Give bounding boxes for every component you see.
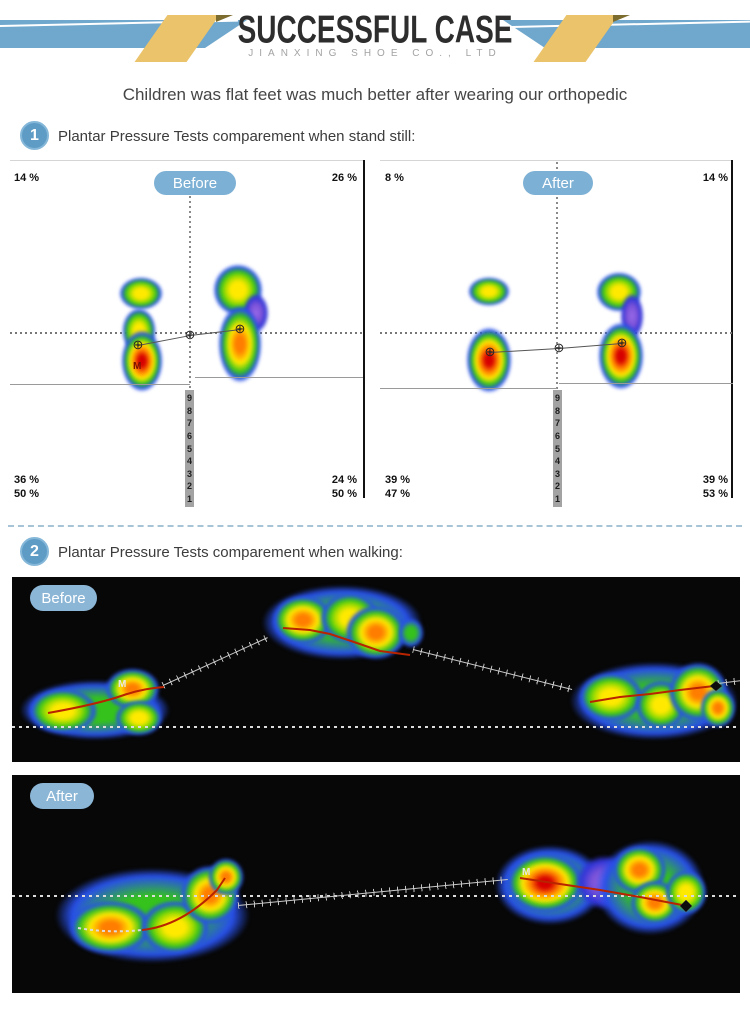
walking-after-baseline	[12, 895, 740, 897]
company-name: JIANXING SHOE CO., LTD	[248, 48, 502, 59]
after-panel-right-border	[731, 160, 733, 498]
after-bottom-left-percent-2: 47 %	[385, 488, 411, 500]
after-bottom-right-percent-2: 53 %	[702, 488, 728, 500]
walking-after-badge: After	[30, 783, 94, 809]
ruler-digit: 7	[186, 418, 192, 429]
ruler-digit: 1	[186, 494, 192, 504]
heat-blob	[598, 322, 644, 390]
ruler-digit: 1	[554, 494, 560, 504]
ruler-digit: 6	[554, 430, 560, 441]
after-heel-line-right	[559, 383, 733, 384]
heat-blob	[578, 672, 644, 722]
section-2-number: 2	[30, 542, 39, 560]
ruler-digit: 4	[554, 456, 560, 467]
before-heel-line-left	[10, 384, 190, 385]
before-bottom-left-percent-2: 50 %	[14, 488, 40, 500]
before-vertical-dotted-line	[189, 196, 191, 506]
crosshair-icon: ⊕	[484, 344, 496, 359]
heat-blob	[345, 605, 407, 660]
before-heel-line-right	[195, 377, 363, 378]
before-bottom-right-percent-1: 24 %	[331, 474, 357, 486]
ruler-digit: 4	[186, 456, 192, 467]
heat-blob	[218, 305, 262, 383]
ruler-digit: 9	[554, 393, 560, 403]
before-badge-label: Before	[172, 174, 218, 192]
before-ruler: 9 8 7 6 5 4 3 2 1	[185, 390, 194, 507]
before-top-left-percent: 14 %	[14, 172, 40, 184]
before-top-right-percent: 26 %	[331, 172, 357, 184]
ruler-digit: 2	[554, 481, 560, 492]
walking-before-marker: M	[118, 679, 127, 690]
ruler-digit: 3	[186, 468, 192, 479]
section-1-number-badge: 1	[20, 121, 49, 150]
ruler-digit: 8	[186, 405, 192, 416]
after-badge: After	[523, 171, 593, 195]
banner-left-fold-icon	[216, 15, 233, 22]
ruler-digit: 6	[186, 430, 192, 441]
after-heel-line-left	[380, 388, 557, 389]
after-top-left-percent: 8 %	[385, 172, 404, 184]
before-badge: Before	[154, 171, 236, 195]
crosshair-icon: ⊕	[616, 335, 628, 350]
walking-after-badge-label: After	[46, 787, 78, 805]
after-badge-label: After	[542, 174, 574, 192]
before-heel-marker: M	[133, 361, 142, 372]
ruler-digit: 5	[186, 443, 192, 454]
section-2-title: Plantar Pressure Tests comparement when …	[58, 544, 403, 561]
ruler-digit: 9	[186, 393, 192, 403]
before-bottom-left-percent-1: 36 %	[14, 474, 40, 486]
heat-blob	[121, 330, 163, 392]
heat-blob	[466, 327, 512, 393]
after-panel-top-line	[380, 160, 733, 161]
heat-blob	[208, 858, 244, 896]
before-panel-right-border	[363, 160, 365, 498]
walking-before-baseline	[12, 726, 740, 728]
after-top-right-percent: 14 %	[702, 172, 728, 184]
after-ruler: 9 8 7 6 5 4 3 2 1	[553, 390, 562, 507]
heat-blob	[700, 688, 736, 728]
after-horizontal-dotted-line	[380, 332, 733, 334]
crosshair-icon: ⊕	[234, 321, 246, 336]
section-1-number: 1	[30, 126, 39, 144]
after-bottom-right-percent-1: 39 %	[702, 474, 728, 486]
heat-blob	[115, 700, 163, 736]
crosshair-icon: ⊕	[184, 327, 196, 342]
walking-before-badge: Before	[30, 585, 97, 611]
ruler-digit: 5	[554, 443, 560, 454]
section-1-title: Plantar Pressure Tests comparement when …	[58, 128, 416, 145]
cop-path-overlay	[77, 877, 693, 933]
crosshair-icon: ⊕	[553, 340, 565, 355]
after-vertical-dotted-line	[556, 162, 558, 506]
heat-blob	[68, 900, 153, 955]
walking-after-panel: M After	[12, 775, 740, 993]
walking-after-marker: M	[522, 867, 531, 878]
heat-blob	[119, 277, 163, 310]
heat-blob	[468, 277, 510, 306]
section-2-number-badge: 2	[20, 537, 49, 566]
page-title: SUCCESSFUL CASE	[237, 7, 513, 52]
heat-blob	[398, 618, 424, 648]
before-panel-top-line	[10, 160, 365, 161]
ruler-digit: 3	[554, 468, 560, 479]
walking-before-badge-label: Before	[41, 589, 86, 607]
tagline: Children was flat feet was much better a…	[122, 85, 628, 104]
ruler-digit: 2	[186, 481, 192, 492]
cop-path-overlay	[47, 627, 723, 714]
ruler-digit: 7	[554, 418, 560, 429]
after-bottom-left-percent-1: 39 %	[385, 474, 411, 486]
heat-blob	[505, 852, 585, 914]
banner-right-fold-icon	[613, 15, 630, 22]
crosshair-icon: ⊕	[132, 337, 144, 352]
before-bottom-right-percent-2: 50 %	[331, 488, 357, 500]
section-divider	[8, 525, 742, 527]
walking-before-panel: M Before	[12, 577, 740, 762]
ruler-digit: 8	[554, 405, 560, 416]
before-horizontal-dotted-line	[10, 332, 363, 334]
